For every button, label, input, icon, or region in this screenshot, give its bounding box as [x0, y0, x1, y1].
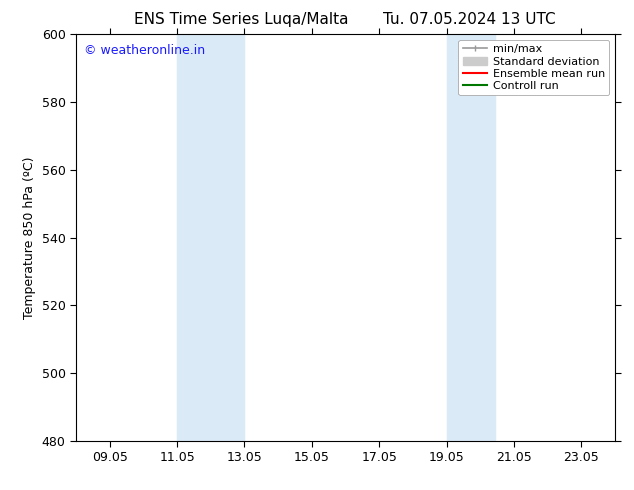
Text: ENS Time Series Luqa/Malta: ENS Time Series Luqa/Malta — [134, 12, 348, 27]
Text: © weatheronline.in: © weatheronline.in — [84, 45, 205, 57]
Y-axis label: Temperature 850 hPa (ºC): Temperature 850 hPa (ºC) — [23, 156, 36, 319]
Bar — [177, 34, 245, 441]
Legend: min/max, Standard deviation, Ensemble mean run, Controll run: min/max, Standard deviation, Ensemble me… — [458, 40, 609, 96]
Text: Tu. 07.05.2024 13 UTC: Tu. 07.05.2024 13 UTC — [383, 12, 555, 27]
Bar — [446, 34, 495, 441]
